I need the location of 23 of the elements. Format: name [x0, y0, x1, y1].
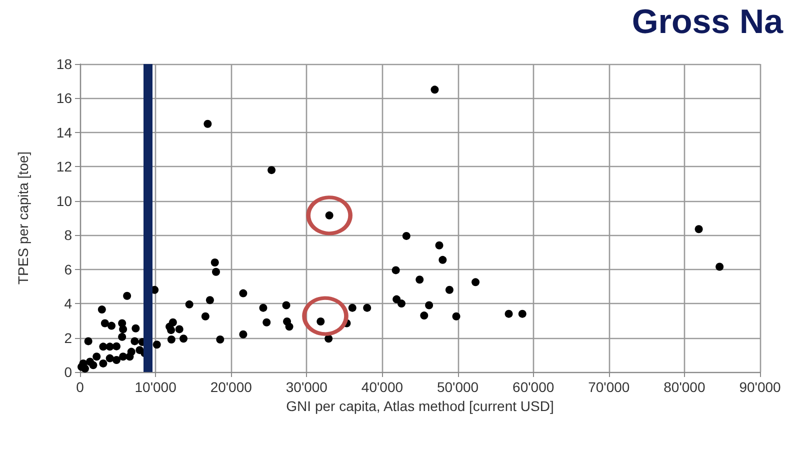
x-axis-title: GNI per capita, Atlas method [current USD] [286, 398, 554, 414]
y-tick-label: 2 [64, 330, 72, 346]
chart-title: Gross Na [632, 3, 784, 41]
x-tick-label: 40'000 [361, 379, 404, 395]
x-tick-label: 50'000 [436, 379, 479, 395]
x-tick-label: 30'000 [286, 379, 328, 395]
x-tick-label: 0 [76, 379, 84, 395]
y-tick-label: 4 [64, 296, 72, 312]
x-tick-label: 70'000 [588, 379, 630, 395]
y-tick-label: 16 [56, 90, 72, 106]
x-tick-label: 60'000 [512, 379, 554, 395]
y-tick-label: 8 [64, 227, 72, 244]
y-tick-label: 14 [56, 124, 72, 140]
x-tick-label: 80'000 [664, 379, 706, 395]
y-tick-label: 0 [64, 364, 72, 380]
x-tick-label: 20'000 [210, 379, 252, 395]
x-tick-label: 90'000 [739, 379, 782, 395]
y-tick-label: 6 [64, 261, 72, 278]
y-axis-title: TPES per capita [toe] [15, 151, 31, 285]
y-tick-label: 10 [56, 192, 72, 209]
y-tick-label: 12 [56, 158, 72, 175]
x-tick-label: 10'000 [134, 379, 177, 395]
y-tick-label: 18 [56, 56, 72, 72]
